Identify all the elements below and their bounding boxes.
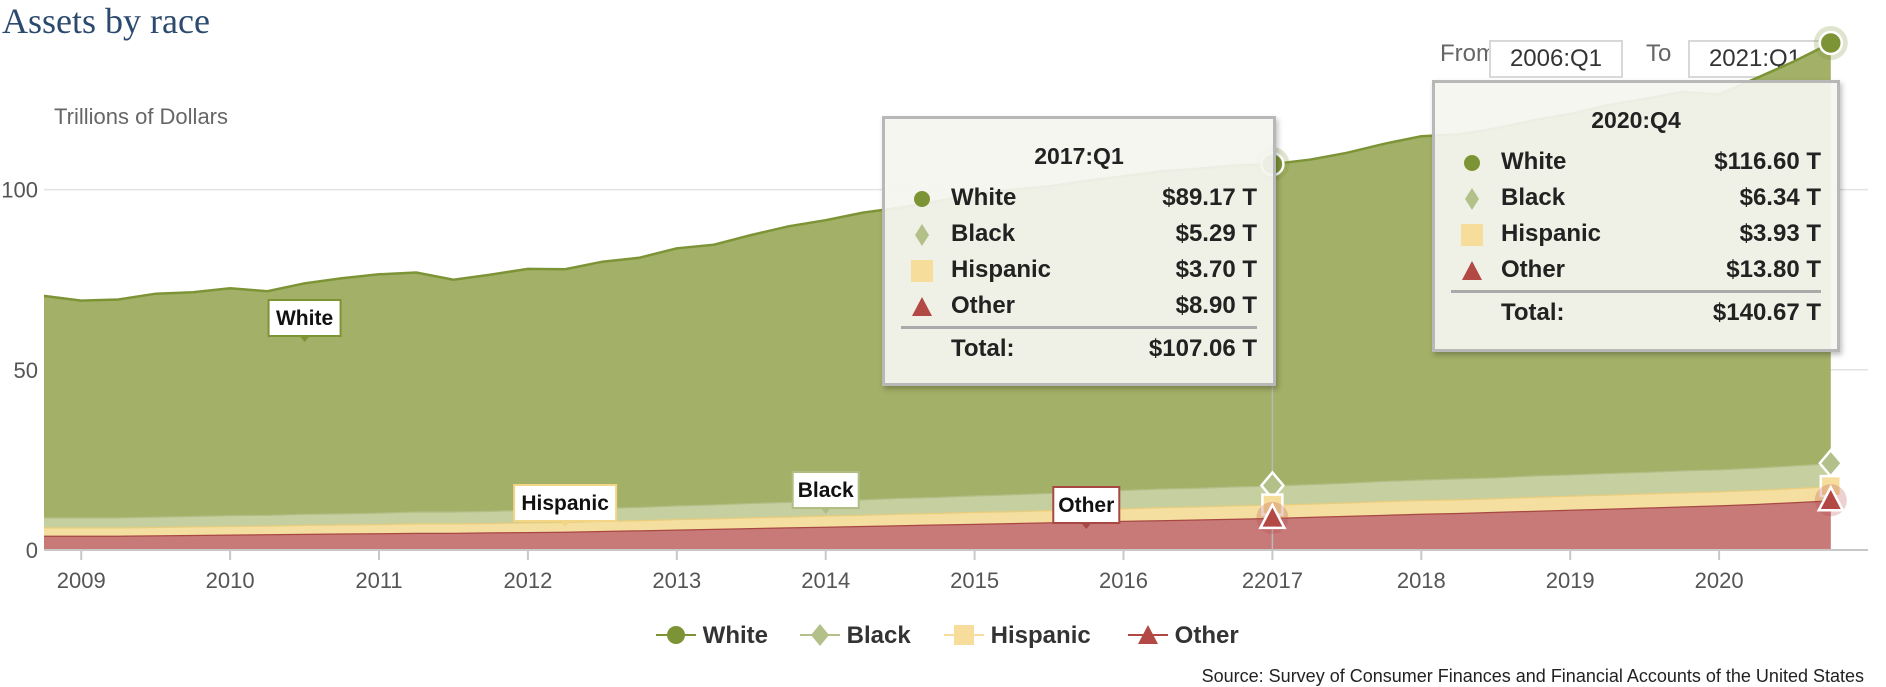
x-tick-label: 2020 xyxy=(1695,568,1744,593)
tooltip-row-hispanic: Hispanic $3.70 T xyxy=(885,252,1273,288)
x-tick-label: 2013 xyxy=(652,568,701,593)
y-tick-label: 100 xyxy=(1,178,38,203)
series-label-text: White xyxy=(276,307,333,330)
square-icon xyxy=(1461,224,1483,246)
y-tick-label: 50 xyxy=(14,358,38,383)
tooltip-total-label: Total: xyxy=(1501,299,1565,326)
white-marker xyxy=(1818,30,1844,56)
tooltip-row-name: White xyxy=(951,184,1017,211)
x-tick-label: 2010 xyxy=(206,568,255,593)
diamond-icon xyxy=(1465,188,1479,210)
tooltip-row-name: Black xyxy=(1501,184,1566,211)
diamond-icon xyxy=(915,224,929,246)
from-label: From xyxy=(1440,40,1496,67)
other-marker xyxy=(1816,484,1845,512)
x-tick-label: 22017 xyxy=(1242,568,1303,593)
legend-label: Other xyxy=(1174,622,1239,649)
tooltip-row-name: Hispanic xyxy=(1501,220,1602,247)
tooltip-total-label: Total: xyxy=(951,335,1015,362)
diamond-icon xyxy=(800,623,840,646)
circle-icon xyxy=(1464,155,1480,171)
x-tick-label: 2012 xyxy=(503,568,552,593)
tooltip-row-value: $89.17 T xyxy=(1162,184,1257,211)
square-icon xyxy=(944,624,984,645)
x-tick-label: 2014 xyxy=(801,568,850,593)
tooltip-title: 2017:Q1 xyxy=(1034,143,1124,169)
series-label-box xyxy=(1052,486,1121,524)
series-label-white: White xyxy=(267,299,342,342)
tooltip-row-black: Black $5.29 T xyxy=(885,216,1273,252)
source-note: Source: Survey of Consumer Finances and … xyxy=(1201,666,1864,686)
tooltip-row-hispanic: Hispanic $3.93 T xyxy=(1435,216,1837,252)
tooltip-row-name: Other xyxy=(951,292,1016,319)
tooltip-row-name: Other xyxy=(1501,256,1566,283)
legend-label: Black xyxy=(846,622,911,649)
tooltip-row-value: $3.70 T xyxy=(1175,256,1257,283)
series-label-pointer xyxy=(1081,523,1092,529)
tooltip-2020-q4: 2020:Q4 White $116.60 T Black $6.34 T Hi… xyxy=(1432,80,1840,352)
series-label-black: Black xyxy=(791,471,860,514)
legend-label: Hispanic xyxy=(990,622,1091,649)
tooltip-row-other: Other $8.90 T xyxy=(885,288,1273,324)
triangle-icon xyxy=(912,297,932,316)
tooltip-row-name: White xyxy=(1501,148,1567,175)
tooltip-row-name: Black xyxy=(951,220,1016,247)
series-label-text: Hispanic xyxy=(521,492,609,515)
y-axis-label: Trillions of Dollars xyxy=(54,104,228,129)
series-label-other: Other xyxy=(1052,486,1121,529)
tooltip-row-other: Other $13.80 T xyxy=(1435,252,1837,288)
series-label-box xyxy=(791,471,860,509)
x-tick-label: 2011 xyxy=(355,568,402,593)
x-tick-label: 2018 xyxy=(1397,568,1446,593)
tooltip-total-row: Total: $140.67 T xyxy=(1435,293,1837,333)
x-tick-label: 2009 xyxy=(57,568,106,593)
circle-icon xyxy=(656,625,696,644)
page-title: Assets by race xyxy=(2,1,210,41)
tooltip-2017-q1: 2017:Q1 White $89.17 T Black $5.29 T His… xyxy=(882,116,1276,386)
tooltip-total-row: Total: $107.06 T xyxy=(885,329,1273,369)
tooltip-row-value: $6.34 T xyxy=(1739,184,1821,211)
legend-item-other[interactable]: Other xyxy=(1128,622,1239,650)
triangle-icon xyxy=(1462,261,1482,280)
tooltip-total-value: $140.67 T xyxy=(1712,299,1821,326)
tooltip-divider xyxy=(1451,290,1821,293)
other-marker xyxy=(1258,502,1287,530)
series-label-hispanic: Hispanic xyxy=(513,484,618,527)
square-icon xyxy=(911,260,933,282)
triangle-icon xyxy=(1128,624,1168,644)
x-tick-label: 2016 xyxy=(1099,568,1148,593)
series-label-pointer xyxy=(560,521,571,527)
tooltip-row-value: $8.90 T xyxy=(1175,292,1257,319)
tooltip-row-black: Black $6.34 T xyxy=(1435,180,1837,216)
series-label-pointer xyxy=(299,336,310,342)
tooltip-row-value: $116.60 T xyxy=(1714,148,1821,175)
legend-label: White xyxy=(702,622,768,649)
tooltip-divider xyxy=(901,326,1257,329)
tooltip-total-value: $107.06 T xyxy=(1148,335,1257,362)
tooltip-title: 2020:Q4 xyxy=(1591,107,1681,133)
series-label-pointer xyxy=(820,508,831,514)
legend-item-white[interactable]: White xyxy=(656,622,768,650)
circle-icon xyxy=(914,191,930,207)
y-tick-label: 0 xyxy=(26,538,38,563)
series-label-box xyxy=(267,299,342,337)
tooltip-row-value: $13.80 T xyxy=(1726,256,1821,283)
x-tick-label: 2015 xyxy=(950,568,999,593)
series-label-text: Black xyxy=(798,479,854,502)
legend-item-hispanic[interactable]: Hispanic xyxy=(944,622,1091,650)
to-label: To xyxy=(1646,40,1672,67)
tooltip-row-name: Hispanic xyxy=(951,256,1052,283)
legend-item-black[interactable]: Black xyxy=(800,622,911,650)
tooltip-row-white: White $89.17 T xyxy=(885,180,1273,216)
x-tick-label: 2019 xyxy=(1546,568,1595,593)
from-date-input[interactable]: 2006:Q1 xyxy=(1489,40,1623,78)
tooltip-row-value: $3.93 T xyxy=(1739,220,1821,247)
tooltip-row-white: White $116.60 T xyxy=(1435,144,1837,180)
tooltip-row-value: $5.29 T xyxy=(1175,220,1257,247)
series-label-text: Other xyxy=(1058,494,1114,517)
